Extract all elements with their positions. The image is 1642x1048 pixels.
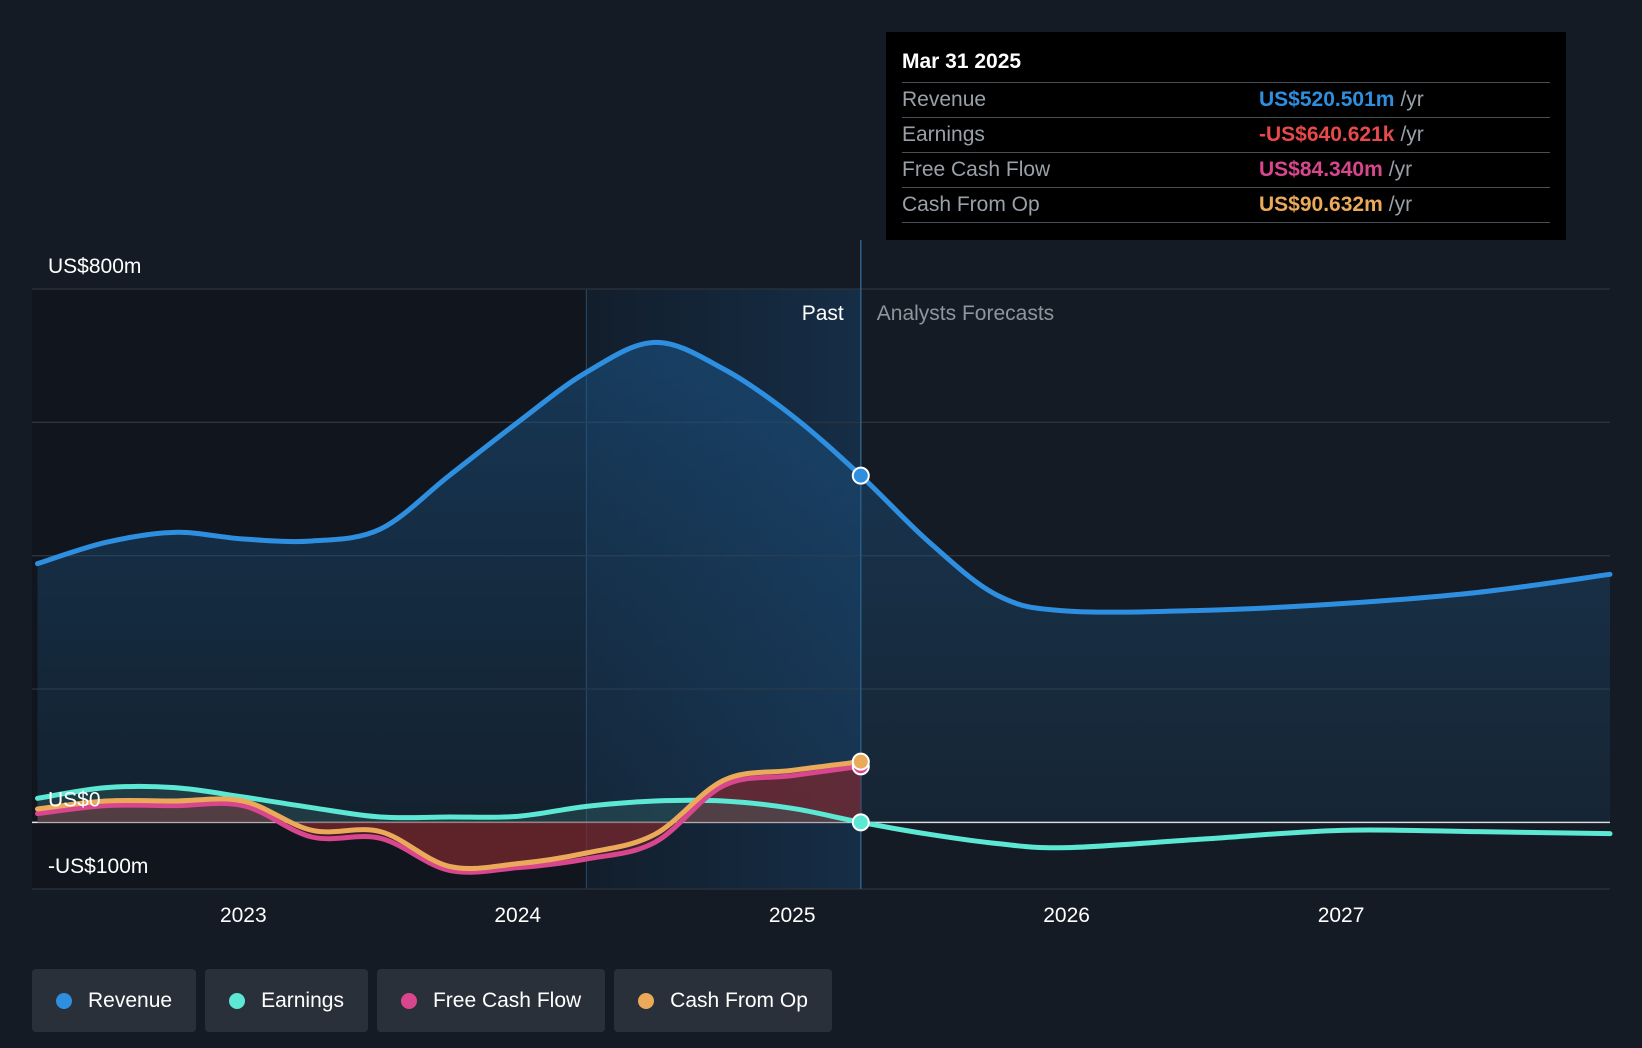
cash-from-op-line xyxy=(34,759,864,872)
tooltip-value: US$520.501m xyxy=(1259,88,1395,111)
tooltip-label: Earnings xyxy=(902,123,985,146)
tooltip: Mar 31 2025 Revenue US$520.501m /yr Earn… xyxy=(886,32,1566,240)
legend-dot-icon xyxy=(56,992,72,1009)
tooltip-row-cash-from-op: Cash From Op US$90.632m /yr xyxy=(902,187,1550,223)
tooltip-row-free-cash-flow: Free Cash Flow US$84.340m /yr xyxy=(902,152,1550,187)
legend-item-free-cash-flow[interactable]: Free Cash Flow xyxy=(376,969,606,1032)
forecast-label: Analysts Forecasts xyxy=(877,302,1054,325)
legend-item-cash-from-op[interactable]: Cash From Op xyxy=(614,969,832,1032)
tooltip-row-revenue: Revenue US$520.501m /yr xyxy=(902,82,1550,117)
tooltip-unit: /yr xyxy=(1388,193,1413,216)
tooltip-label: Cash From Op xyxy=(902,193,1040,216)
tooltip-label: Free Cash Flow xyxy=(902,158,1051,181)
tooltip-unit: /yr xyxy=(1400,88,1424,111)
earnings-area xyxy=(37,786,861,823)
x-tick-label: 2025 xyxy=(769,904,816,927)
tooltip-label: Revenue xyxy=(902,88,987,111)
tooltip-value: US$84.340m xyxy=(1259,158,1383,181)
y-label-top: US$800m xyxy=(48,255,141,278)
legend-label: Earnings xyxy=(261,988,344,1012)
legend-dot-icon xyxy=(638,992,655,1009)
cash-from-op-marker xyxy=(851,752,870,771)
tooltip-unit: /yr xyxy=(1400,123,1424,146)
tooltip-row-earnings: Earnings -US$640.621k /yr xyxy=(902,117,1550,152)
tooltip-value: US$90.632m xyxy=(1259,193,1383,216)
y-label-zero: US$0 xyxy=(48,788,101,811)
revenue-area xyxy=(37,342,1611,823)
legend-item-revenue[interactable]: Revenue xyxy=(32,969,197,1032)
past-label: Past xyxy=(802,302,844,325)
tooltip-value: -US$640.621k xyxy=(1259,123,1395,146)
legend-label: Cash From Op xyxy=(670,988,808,1012)
legend-item-earnings[interactable]: Earnings xyxy=(205,969,368,1032)
earnings-line xyxy=(34,783,1613,851)
legend-dot-icon xyxy=(400,992,417,1009)
y-label-bottom: -US$100m xyxy=(48,855,148,878)
x-tick-label: 2026 xyxy=(1043,904,1090,927)
x-tick-label: 2024 xyxy=(494,904,541,927)
x-tick-label: 2027 xyxy=(1318,904,1365,927)
tooltip-date: Mar 31 2025 xyxy=(902,50,1022,73)
legend-label: Revenue xyxy=(88,988,173,1012)
tooltip-unit: /yr xyxy=(1388,158,1413,181)
free-cash-flow-line xyxy=(34,763,864,875)
revenue-line xyxy=(34,339,1613,615)
x-tick-label: 2023 xyxy=(220,904,267,927)
revenue-marker xyxy=(851,466,870,485)
legend: Revenue Earnings Free Cash Flow Cash Fro… xyxy=(32,969,832,1032)
legend-label: Free Cash Flow xyxy=(432,988,582,1012)
earnings-marker xyxy=(851,813,870,832)
legend-dot-icon xyxy=(229,992,246,1009)
